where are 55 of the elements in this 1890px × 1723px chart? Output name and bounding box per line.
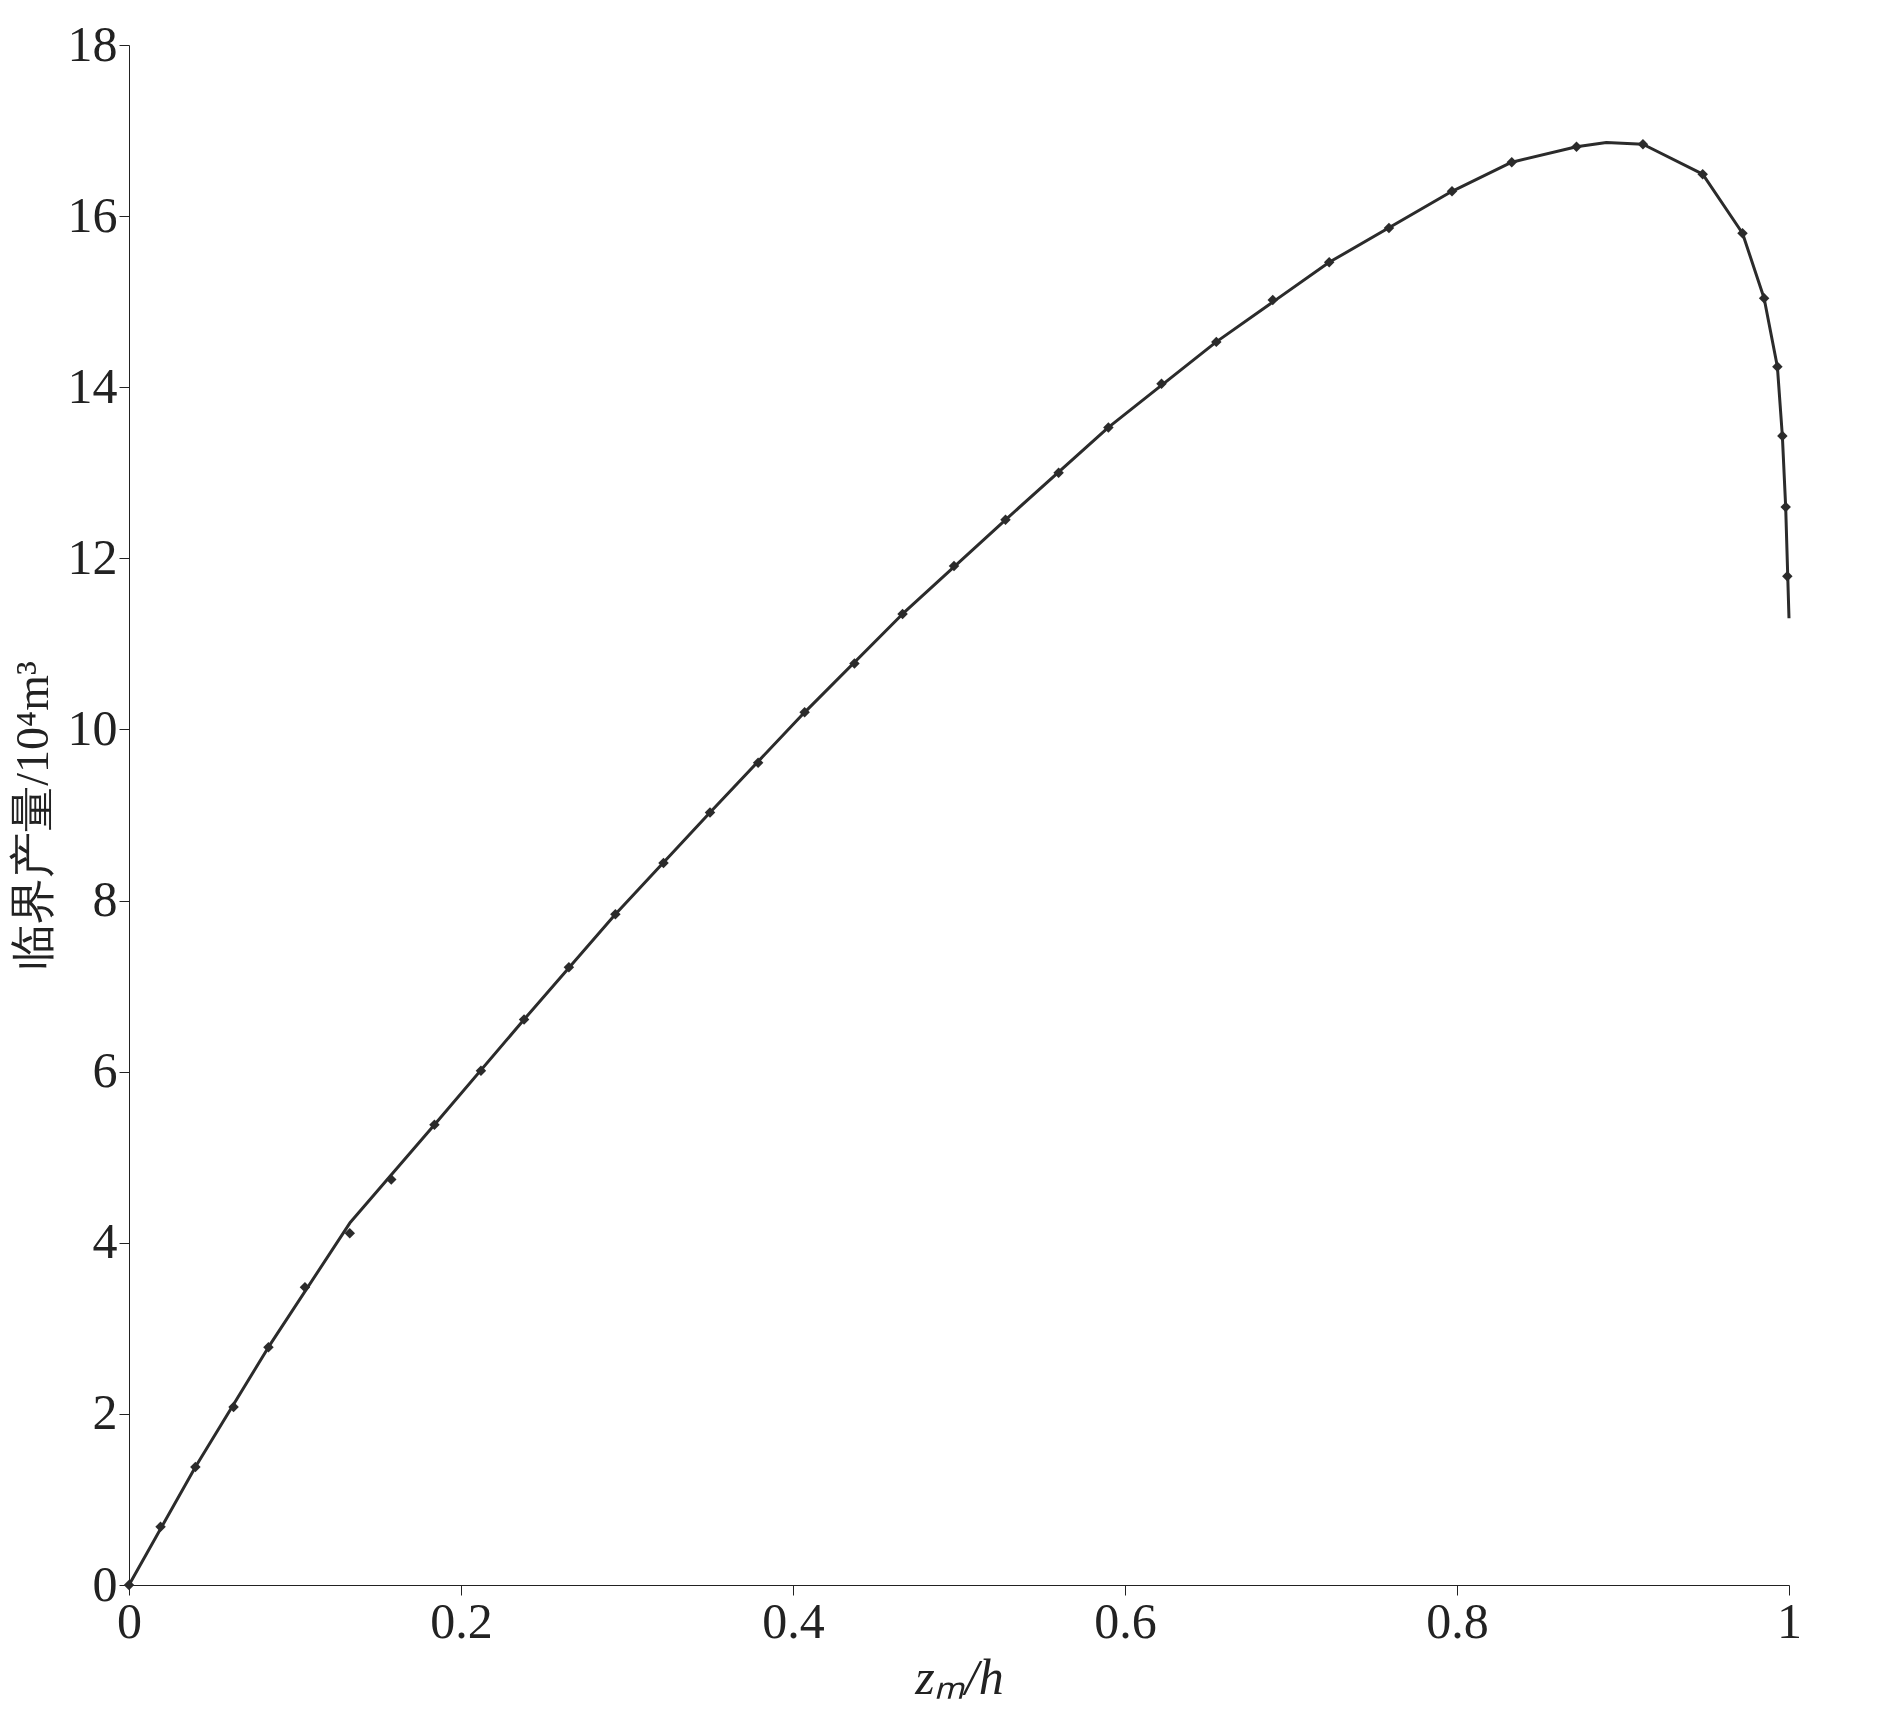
y-tick-label: 10 [67, 699, 118, 756]
x-tick-label: 0.2 [430, 1592, 493, 1649]
point [155, 1521, 166, 1533]
point [849, 658, 860, 669]
y-tick-label: 16 [67, 186, 118, 243]
y-axis-title: 临界产量/10⁴m³ [6, 661, 58, 970]
y-tick-label: 4 [92, 1213, 118, 1270]
point [1267, 294, 1278, 306]
point [344, 1228, 356, 1239]
y-tick-label: 0 [92, 1555, 118, 1612]
point [658, 857, 669, 869]
point [948, 560, 960, 572]
point [1446, 186, 1458, 197]
point [1782, 571, 1793, 582]
point [429, 1119, 440, 1130]
point [1156, 378, 1167, 390]
x-tick-label: 0.8 [1426, 1592, 1489, 1649]
y-tick-label: 6 [92, 1042, 118, 1099]
point [1571, 141, 1582, 153]
point [704, 807, 716, 818]
point [1637, 139, 1649, 150]
point [799, 707, 810, 718]
point [1053, 467, 1064, 479]
point [518, 1014, 530, 1025]
point [1506, 156, 1518, 168]
point [1103, 422, 1114, 433]
point [475, 1065, 487, 1077]
point [299, 1282, 311, 1293]
point [1697, 168, 1708, 180]
y-tick-label: 12 [67, 528, 118, 585]
point [1323, 257, 1335, 268]
x-tick-label: 0.6 [1094, 1592, 1157, 1649]
x-tick-label: 1 [1777, 1592, 1802, 1649]
y-tick-label: 14 [67, 357, 118, 414]
x-tick-label: 0.4 [762, 1592, 825, 1649]
point [1000, 514, 1011, 526]
point [228, 1401, 239, 1413]
y-tick-label: 18 [67, 15, 118, 72]
x-axis-title: zₘ/h [914, 1648, 1004, 1705]
point [123, 1579, 135, 1591]
y-tick-label: 8 [92, 871, 118, 928]
point [263, 1341, 274, 1353]
point [190, 1461, 201, 1473]
point [563, 962, 575, 973]
point [1772, 361, 1783, 372]
point [1211, 336, 1222, 348]
y-tick-label: 2 [92, 1384, 118, 1441]
point [752, 757, 764, 769]
point [897, 608, 908, 620]
point [1383, 222, 1395, 234]
point [386, 1174, 397, 1185]
point [1737, 227, 1748, 239]
point [1758, 293, 1770, 304]
point [610, 909, 621, 920]
point [1777, 430, 1788, 442]
